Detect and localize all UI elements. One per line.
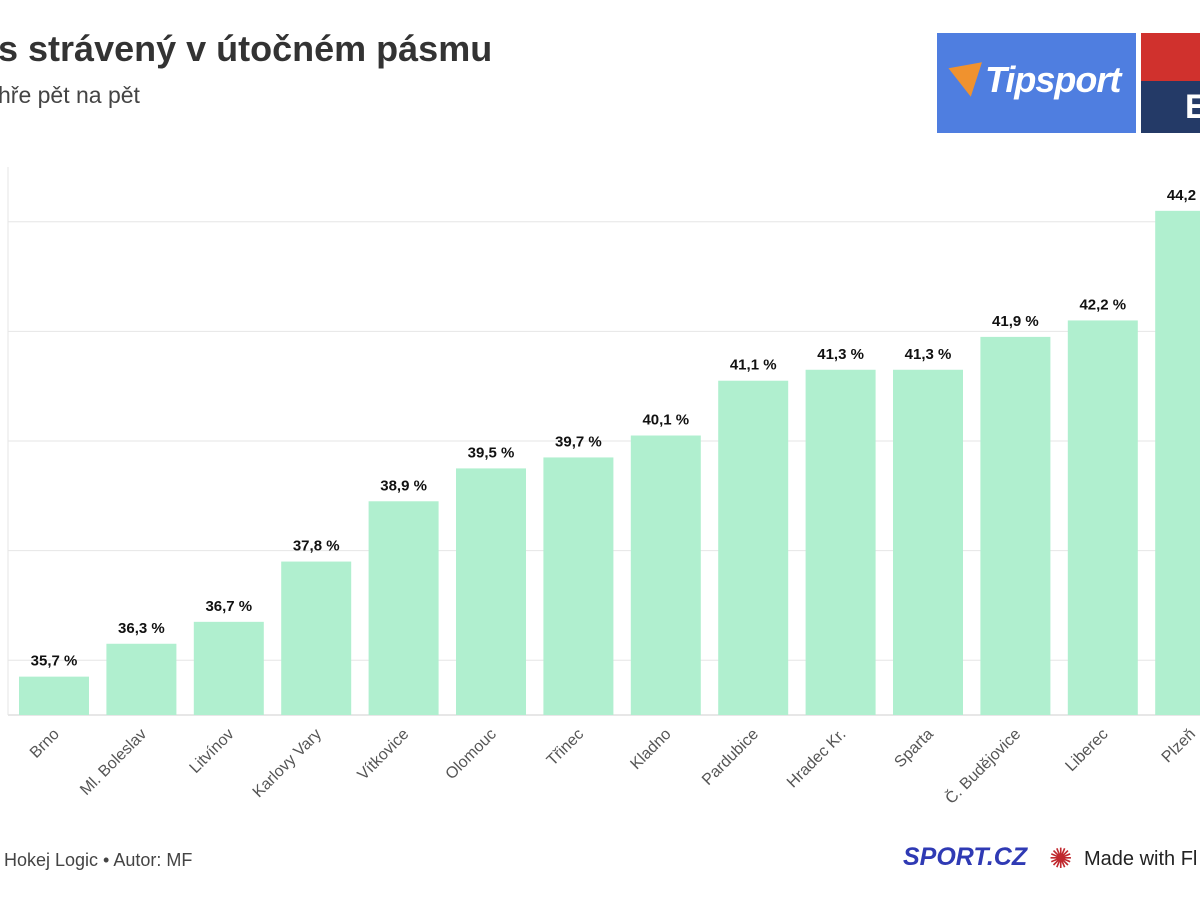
x-tick-label: Karlovy Vary [250,726,325,801]
data-label: 42,2 % [1079,296,1126,313]
bar [805,369,876,715]
bar [630,435,701,715]
bar [19,676,89,715]
bar [106,643,177,715]
flourish-burst-icon: ✺ [1049,843,1073,874]
tipsport-text: Tipsport [985,59,1121,100]
tipsport-logo: Tipsport [937,33,1136,133]
data-label: 39,7 % [555,433,602,450]
bar [456,468,526,715]
data-label: 35,7 % [31,653,78,670]
chart-subtitle: hře pět na pět [0,82,140,108]
chart-title: s strávený v útočném pásmu [0,28,493,69]
bar [1067,320,1138,715]
bar [1155,210,1200,715]
x-tick-label: Č. Budějovice [941,724,1024,807]
data-label: 41,9 % [992,313,1039,330]
x-tick-label: Plzeň [1159,726,1199,766]
bar [893,369,963,715]
x-tick-label: Kladno [627,726,674,773]
made-with-link[interactable]: Made with Fl [1084,848,1198,870]
x-tick-label: Brno [27,726,63,762]
data-label: 41,1 % [730,357,777,374]
data-label: 41,3 % [905,346,952,363]
data-label: 41,3 % [817,346,864,363]
data-label: 36,3 % [118,620,165,637]
league-logo-letter: E [1185,88,1200,126]
data-label: 40,1 % [642,412,689,429]
source-note: Hokej Logic • Autor: MF [4,850,193,870]
data-label: 38,9 % [380,477,427,494]
league-logo: E [1141,33,1200,133]
x-tick-label: Vítkovice [355,726,413,784]
data-label: 36,7 % [205,598,252,615]
x-tick-label: Ml. Boleslav [77,726,150,799]
bar [543,457,614,715]
data-label: 44,2 % [1167,187,1200,204]
bar [368,501,439,715]
x-tick-label: Liberec [1062,726,1111,775]
bar [281,561,352,715]
x-tick-label: Třinec [544,726,587,769]
sportcz-logo: SPORT.CZ [903,843,1028,871]
data-label: 39,5 % [468,444,515,461]
sponsor-logo: Tipsport E [937,33,1200,133]
x-tick-label: Litvínov [187,726,238,777]
x-tick-label: Sparta [891,726,936,771]
x-tick-label: Olomouc [443,726,500,783]
bar [193,621,264,715]
x-tick-label: Pardubice [699,726,762,789]
data-label: 37,8 % [293,538,340,555]
bar [718,380,789,715]
bar [980,336,1051,715]
x-tick-label: Hradec Kr. [784,726,849,791]
